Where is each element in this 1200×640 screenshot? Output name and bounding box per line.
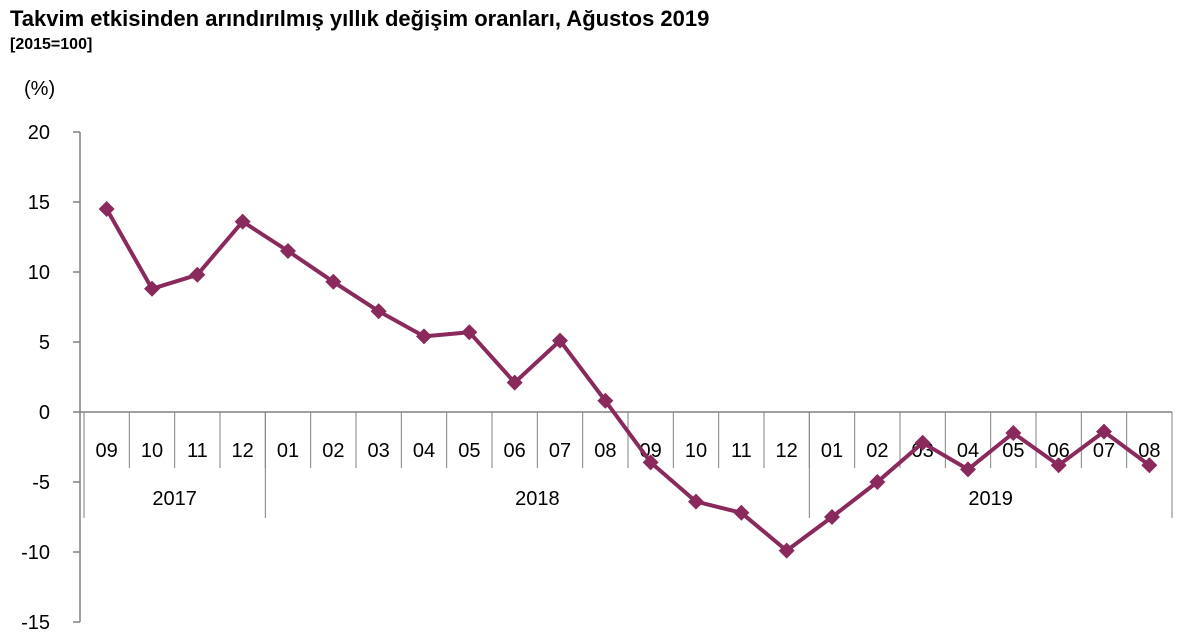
year-label: 2018 [515,488,560,510]
x-tick-label: 04 [957,440,979,462]
x-tick-label: 12 [232,440,254,462]
x-tick-label: 01 [821,440,843,462]
data-point-marker [189,266,206,283]
data-point-marker [824,509,840,525]
data-point-marker [869,474,886,490]
data-point-marker [960,461,976,478]
y-tick-label: -5 [32,472,50,494]
x-tick-label: 08 [594,440,616,462]
y-tick-label: 20 [28,122,50,144]
x-tick-label: 04 [413,440,435,462]
y-tick-label: 15 [28,192,50,214]
x-tick-label: 09 [96,440,118,462]
data-point-marker [416,328,432,345]
y-tick-label: 0 [39,402,50,424]
data-point-marker [733,504,750,521]
x-tick-label: 10 [685,440,707,462]
data-point-marker [1050,457,1067,474]
x-tick-label: 03 [368,440,390,462]
data-point-marker [98,201,115,217]
chart-title: Takvim etkisinden arındırılmış yıllık de… [10,6,710,31]
x-tick-label: 06 [1048,440,1070,462]
year-label: 2017 [152,488,197,510]
x-tick-label: 05 [1002,440,1024,462]
x-tick-label: 07 [1093,440,1115,462]
x-tick-label: 01 [277,440,299,462]
x-tick-label: 10 [141,440,163,462]
data-point-marker [234,213,251,230]
x-tick-label: 12 [776,440,798,462]
data-point-marker [370,303,387,320]
data-point-marker [280,243,296,259]
x-tick-label: 07 [549,440,571,462]
y-tick-label: -15 [21,612,50,634]
year-label: 2019 [968,488,1013,510]
data-point-marker [642,454,659,471]
x-tick-label: 06 [504,440,526,462]
y-tick-label: -10 [21,542,50,564]
x-tick-label: 08 [1138,440,1160,462]
x-tick-label: 02 [866,440,888,462]
data-point-marker [506,374,523,391]
chart-subtitle: [2015=100] [10,36,93,53]
data-point-marker [597,392,614,409]
y-axis-label: (%) [24,78,55,100]
y-tick-label: 5 [39,332,50,354]
x-tick-label: 05 [458,440,480,462]
data-point-marker [1005,425,1022,441]
series-line [104,208,1151,553]
data-point-marker [552,332,568,349]
y-tick-label: 10 [28,262,50,284]
data-point-marker [1096,423,1112,440]
data-point-marker [461,324,478,341]
data-point-marker [144,280,160,297]
data-point-marker [325,273,342,290]
data-point-marker [688,493,704,510]
x-tick-label: 11 [731,440,752,462]
data-point-marker [1141,457,1158,474]
data-point-marker [914,434,931,451]
data-point-marker [778,542,795,559]
x-tick-label: 02 [322,440,344,462]
x-tick-label: 11 [187,440,208,462]
